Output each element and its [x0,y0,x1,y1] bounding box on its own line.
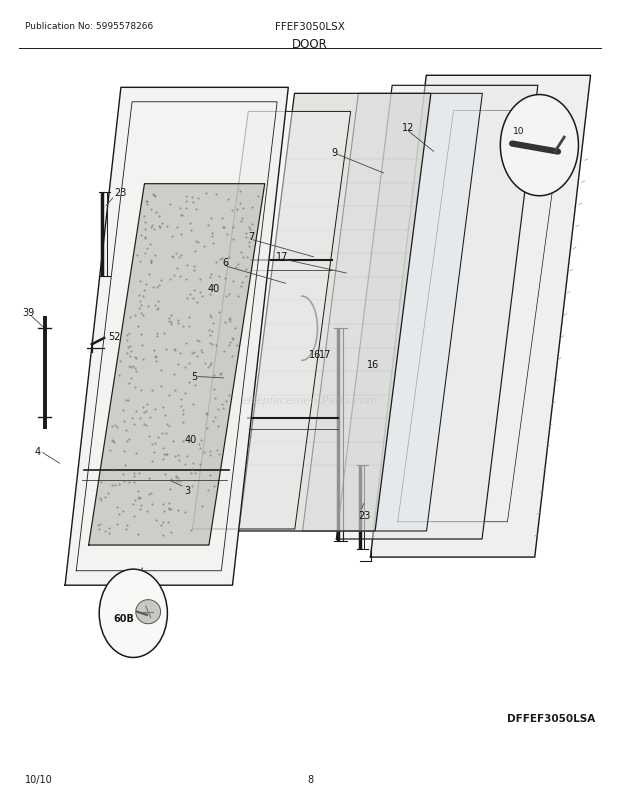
Text: 7: 7 [248,232,254,241]
Text: 23: 23 [115,188,127,197]
Text: 8: 8 [307,775,313,784]
Polygon shape [336,86,538,539]
Text: 17: 17 [319,350,331,359]
Text: 5: 5 [191,372,197,382]
Text: 12: 12 [402,124,414,133]
Text: 16: 16 [309,350,321,359]
Text: 40: 40 [185,435,197,444]
Text: 3: 3 [185,486,191,496]
Polygon shape [370,76,590,557]
Text: 4: 4 [34,447,40,456]
Text: 6: 6 [222,258,228,268]
Text: DFFEF3050LSA: DFFEF3050LSA [507,714,595,723]
Text: DOOR: DOOR [292,38,328,51]
Text: 23: 23 [358,510,371,520]
Text: 39: 39 [22,308,35,318]
Text: 40: 40 [207,284,219,294]
Text: Publication No: 5995578266: Publication No: 5995578266 [25,22,153,31]
Text: FFEF3050LSX: FFEF3050LSX [275,22,345,32]
Polygon shape [89,184,265,545]
Text: 16: 16 [367,360,379,370]
Text: 9: 9 [332,148,338,157]
Polygon shape [303,94,482,531]
Text: 52: 52 [108,332,121,342]
Polygon shape [65,88,288,585]
Text: 10: 10 [513,127,525,136]
Text: 10/10: 10/10 [25,775,53,784]
Circle shape [99,569,167,658]
Text: 60B: 60B [113,614,135,623]
Text: 17: 17 [276,252,288,261]
Polygon shape [239,94,431,531]
Circle shape [500,95,578,196]
Ellipse shape [136,600,161,624]
Text: eReplacementParts.com: eReplacementParts.com [242,396,378,406]
Polygon shape [192,112,351,529]
